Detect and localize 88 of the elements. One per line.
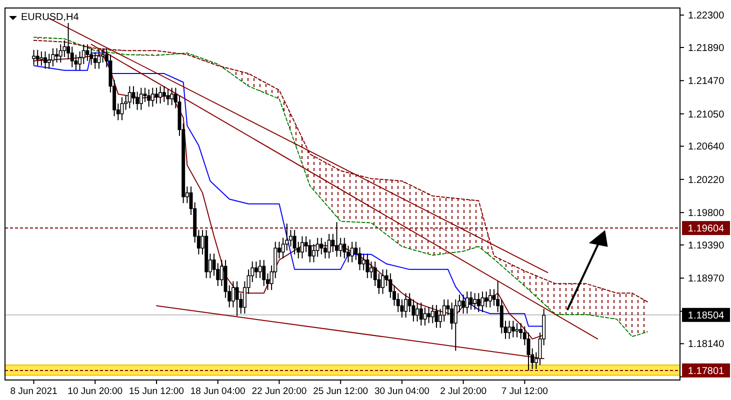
x-tick-label: 22 Jun 20:00 xyxy=(252,386,307,397)
y-tick-label: 1.20640 xyxy=(688,142,725,153)
y-tick-label: 1.20220 xyxy=(688,174,725,186)
y-tick-label: 1.18140 xyxy=(688,339,725,350)
candlestick xyxy=(526,332,530,372)
candlestick xyxy=(128,86,132,109)
y-tick-label: 1.19390 xyxy=(688,240,725,252)
y-tick-label: 1.21050 xyxy=(688,109,725,120)
candlestick xyxy=(354,241,358,260)
candlestick xyxy=(147,88,151,108)
candlestick xyxy=(335,222,338,258)
candlestick xyxy=(434,304,438,328)
candlestick xyxy=(97,49,101,70)
candlestick xyxy=(58,44,62,63)
candlestick xyxy=(488,288,492,308)
candlestick xyxy=(366,253,370,279)
candlestick xyxy=(258,259,262,279)
y-tick-label: 1.18970 xyxy=(688,274,725,285)
candlestick xyxy=(370,261,374,279)
x-tick-label: 18 Jun 04:00 xyxy=(190,386,246,397)
candlestick xyxy=(170,87,174,106)
candlestick xyxy=(473,292,477,310)
x-tick-label: 10 Jun 20:00 xyxy=(68,386,123,397)
candlestick xyxy=(120,96,124,121)
candlestick xyxy=(484,291,488,308)
candlestick xyxy=(419,302,423,326)
candlestick xyxy=(469,291,473,310)
candlestick xyxy=(465,291,469,314)
candlestick xyxy=(55,48,59,63)
candlestick xyxy=(388,272,392,298)
candlestick xyxy=(300,236,304,259)
candlestick xyxy=(338,237,342,258)
candlestick xyxy=(350,241,354,263)
candlestick xyxy=(139,87,143,110)
x-tick-label: 25 Jun 12:00 xyxy=(313,386,368,397)
candlestick xyxy=(132,86,136,105)
candlestick xyxy=(427,306,431,324)
candlestick xyxy=(254,261,258,279)
candlestick xyxy=(93,52,97,70)
candlestick xyxy=(32,49,36,66)
candlestick xyxy=(381,268,385,294)
candlestick xyxy=(324,241,327,259)
ref-line-label: 1.18504 xyxy=(688,310,725,322)
y-tick-label: 1.19800 xyxy=(688,208,725,220)
y-tick-label: 1.22300 xyxy=(688,10,725,22)
candlestick xyxy=(492,288,496,306)
candlestick xyxy=(262,259,266,287)
x-tick-label: 8 Jun 2021 xyxy=(10,386,58,397)
candlestick xyxy=(154,87,158,104)
candlestick xyxy=(51,48,55,67)
candlestick xyxy=(416,302,420,322)
y-tick-label: 1.21470 xyxy=(688,76,725,88)
candlestick xyxy=(362,253,366,271)
candlestick xyxy=(316,237,320,258)
x-tick-label: 2 Jul 20:00 xyxy=(440,386,487,397)
ref-line-label: 1.19604 xyxy=(688,224,725,235)
candlestick xyxy=(235,280,239,317)
candlestick xyxy=(423,306,427,326)
candlestick xyxy=(430,304,434,324)
candlestick xyxy=(308,238,312,263)
candlestick xyxy=(90,48,94,66)
candlestick xyxy=(454,298,458,352)
candlestick xyxy=(320,237,324,255)
candlestick xyxy=(292,229,296,255)
x-tick-label: 7 Jul 12:00 xyxy=(501,386,548,397)
candlestick xyxy=(462,294,466,314)
x-tick-label: 30 Jun 04:00 xyxy=(374,386,430,397)
chart-title: EURUSD,H4 xyxy=(21,12,80,23)
candlestick xyxy=(143,87,147,102)
candlestick xyxy=(36,49,40,66)
x-tick-label: 15 Jun 12:00 xyxy=(129,386,184,397)
y-tick-label: 1.21890 xyxy=(688,42,725,54)
candlestick xyxy=(515,322,519,338)
candlestick xyxy=(327,233,331,259)
ref-line-label: 1.17801 xyxy=(688,366,725,377)
candlestick xyxy=(162,86,166,102)
candlestick xyxy=(476,292,480,313)
candlestick xyxy=(342,237,346,259)
candlestick xyxy=(480,291,484,313)
candlestick xyxy=(158,86,162,104)
candlestick xyxy=(150,87,154,108)
candlestick xyxy=(86,44,90,62)
candlestick xyxy=(40,50,44,66)
candlestick xyxy=(511,320,515,338)
candlestick xyxy=(450,302,454,330)
candlestick xyxy=(44,50,48,70)
candlestick xyxy=(404,292,408,318)
candlestick xyxy=(508,320,512,340)
